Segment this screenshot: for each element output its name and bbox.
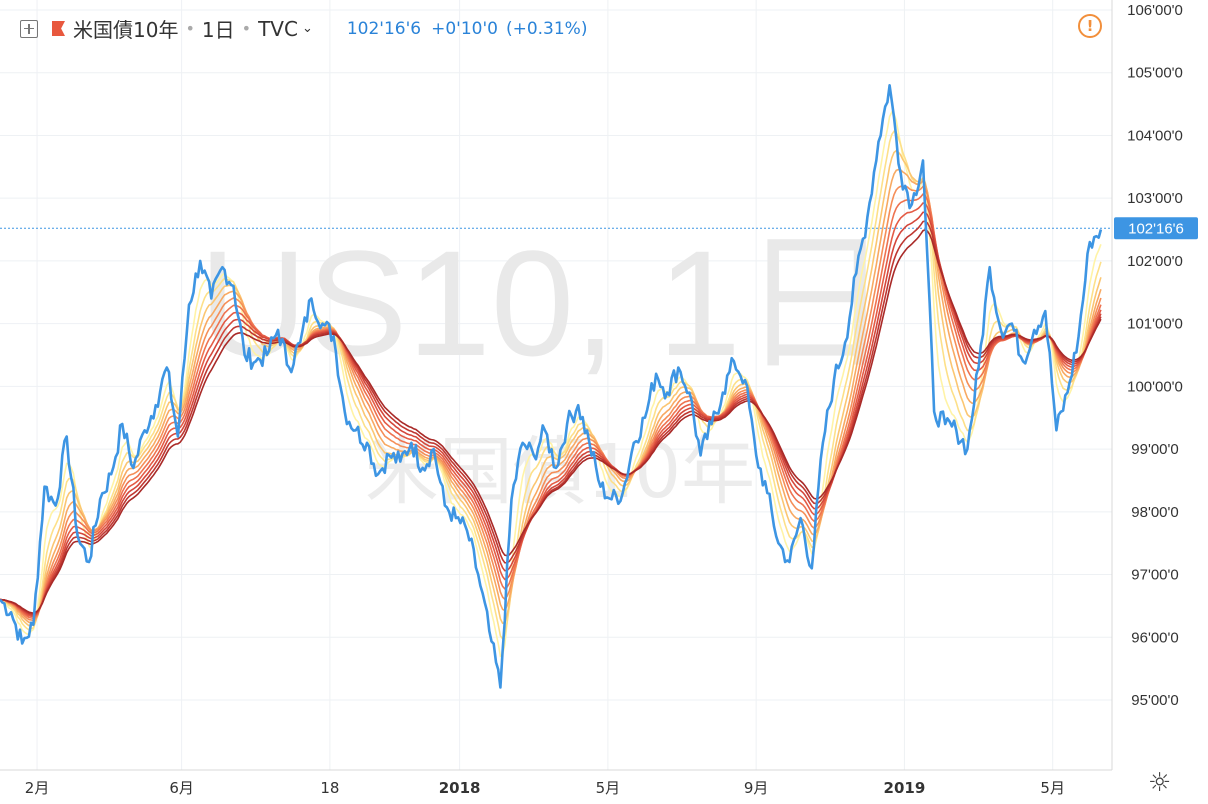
y-tick-label: 96'00'0 <box>1131 629 1178 646</box>
y-tick-label: 98'00'0 <box>1131 504 1178 521</box>
y-tick-label: 102'00'0 <box>1127 253 1183 270</box>
ma-ribbon-line <box>0 168 1102 624</box>
ma-ribbon-line <box>0 149 1102 627</box>
x-tick-label: 2月 <box>25 779 50 797</box>
ma-ribbon-line <box>0 193 1102 620</box>
chart-header: 米国債10年 • 1日 • TVC ⌄ 102'16'6 +0'10'0 (+0… <box>20 14 587 43</box>
price-tag: 102'16'6 <box>1114 217 1198 240</box>
add-symbol-icon[interactable] <box>20 19 38 38</box>
price-tag-label: 102'16'6 <box>1128 220 1184 237</box>
price-axis: 106'00'0 105'00'0 104'00'0 103'00'0 102'00'0… <box>1127 2 1183 709</box>
y-tick-label: 95'00'0 <box>1131 692 1178 709</box>
source-label[interactable]: TVC <box>258 16 298 41</box>
separator-dot: • <box>241 19 252 38</box>
price-change: +0'10'0 <box>431 18 498 39</box>
x-tick-label: 5月 <box>596 779 621 797</box>
ma-ribbon-line <box>0 202 1102 618</box>
y-tick-label: 106'00'0 <box>1127 2 1183 19</box>
x-tick-label: 2019 <box>884 779 926 797</box>
price-change-percent: (+0.31%) <box>505 18 588 39</box>
settings-gear-icon[interactable]: ☼ <box>1148 768 1172 798</box>
x-tick-label: 2018 <box>439 779 481 797</box>
price-series-line <box>0 84 1103 689</box>
y-tick-label: 103'00'0 <box>1127 190 1183 207</box>
warning-icon[interactable]: ! <box>1078 14 1102 38</box>
time-axis: 2月 6月 18 2018 5月 9月 2019 5月 <box>25 779 1065 797</box>
x-tick-label: 5月 <box>1040 779 1065 797</box>
y-tick-label: 99'00'0 <box>1131 441 1178 458</box>
ma-ribbon-line <box>0 228 1102 614</box>
ma-ribbon-line <box>0 211 1102 617</box>
y-tick-label: 104'00'0 <box>1127 127 1183 144</box>
symbol-name[interactable]: 米国債10年 <box>73 18 179 42</box>
flag-icon <box>52 21 65 36</box>
y-tick-label: 101'00'0 <box>1127 316 1183 333</box>
y-tick-label: 97'00'0 <box>1131 567 1178 584</box>
x-tick-label: 6月 <box>169 779 194 797</box>
y-tick-label: 100'00'0 <box>1127 378 1183 395</box>
chevron-down-icon[interactable]: ⌄ <box>301 21 313 36</box>
interval-label[interactable]: 1日 <box>201 18 235 42</box>
x-tick-label: 18 <box>320 779 339 797</box>
last-price: 102'16'6 <box>346 18 422 39</box>
watermark-title: US10, 1日 <box>199 219 891 387</box>
ma-ribbon-line <box>0 220 1102 616</box>
y-tick-label: 105'00'0 <box>1127 65 1183 82</box>
separator-dot: • <box>185 19 195 38</box>
x-tick-label: 9月 <box>744 779 769 797</box>
